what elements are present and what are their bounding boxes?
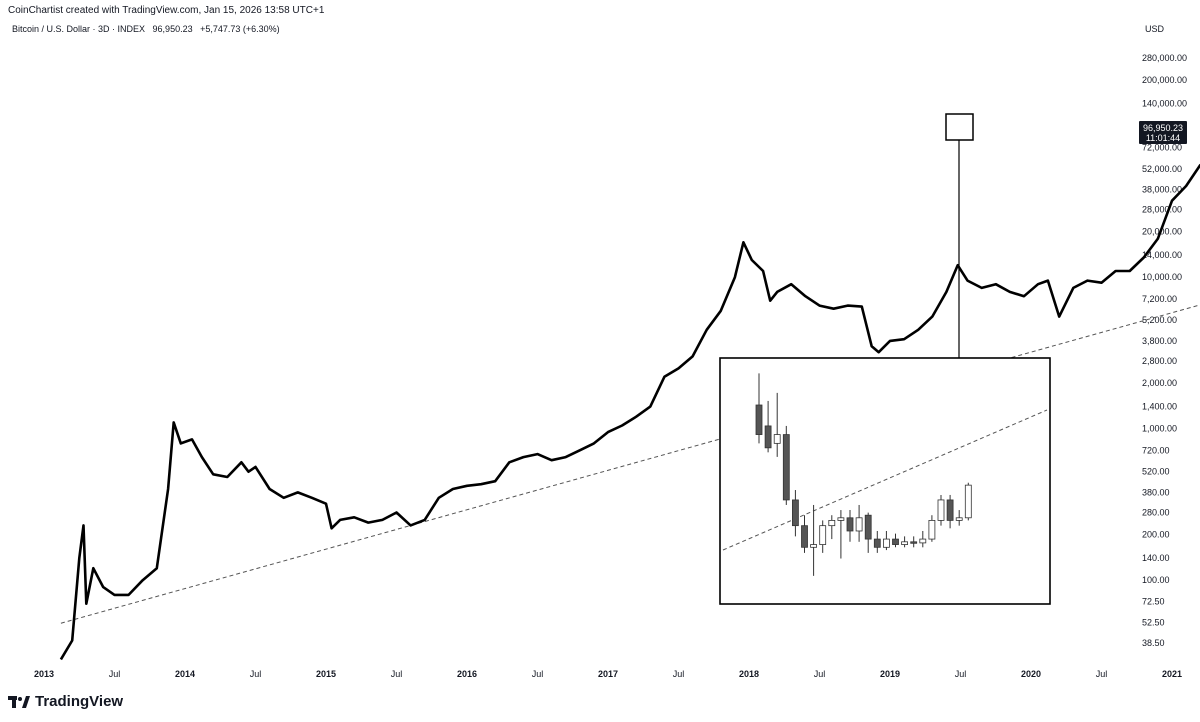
- inset-candle-body: [946, 499, 954, 521]
- chart-attribution: CoinChartist created with TradingView.co…: [8, 5, 325, 16]
- price-tick-label: 10,000.00: [1142, 272, 1182, 282]
- price-tick-label: 5,200.00: [1142, 315, 1177, 325]
- year-tick-label: 2020: [1021, 669, 1041, 679]
- price-tick-label: 2,800.00: [1142, 356, 1177, 366]
- year-tick-label: 2018: [739, 669, 759, 679]
- price-tick-label: 3,800.00: [1142, 336, 1177, 346]
- month-tick-label: Jul: [532, 669, 544, 679]
- last-price-label: 96,950.23: [1143, 123, 1183, 133]
- price-tick-label: 200.00: [1142, 530, 1170, 540]
- month-tick-label: Jul: [673, 669, 685, 679]
- price-tick-label: 38,000.00: [1142, 184, 1182, 194]
- inset-candle-body: [919, 538, 927, 544]
- price-tick-label: 200,000.00: [1142, 75, 1187, 85]
- inset-candle-body: [828, 520, 836, 527]
- price-tick-label: 72.50: [1142, 596, 1165, 606]
- price-tick-label: 140.00: [1142, 553, 1170, 563]
- inset-candle-body: [810, 544, 817, 548]
- price-tick-label: 1,000.00: [1142, 424, 1177, 434]
- year-tick-label: 2015: [316, 669, 336, 679]
- price-tick-label: 52,000.00: [1142, 164, 1182, 174]
- inset-candle-body: [782, 434, 790, 501]
- inset-candle-body: [892, 538, 899, 545]
- inset-trendline: [722, 409, 1048, 551]
- inset-frame: [719, 357, 1051, 605]
- inset-candle-body: [846, 517, 854, 532]
- price-tick-label: 52.50: [1142, 618, 1165, 628]
- year-tick-label: 2017: [598, 669, 618, 679]
- symbol-info: Bitcoin / U.S. Dollar · 3D · INDEX 96,95…: [12, 24, 285, 34]
- price-tick-label: 2,000.00: [1142, 378, 1177, 388]
- month-tick-label: Jul: [814, 669, 826, 679]
- inset-candles: [755, 373, 972, 576]
- inset-candle-body: [819, 525, 827, 545]
- month-tick-label: Jul: [1096, 669, 1108, 679]
- zoom-highlight-box: [945, 113, 974, 141]
- tradingview-logo-icon: [8, 695, 30, 708]
- inset-candle-body: [764, 425, 772, 449]
- inset-candle-body: [901, 541, 908, 545]
- price-tick-label: 280,000.00: [1142, 53, 1187, 63]
- inset-candle-body: [773, 434, 781, 444]
- price-tick-label: 20,000.00: [1142, 227, 1182, 237]
- inset-candle-body: [792, 499, 799, 527]
- price-tick-label: 28,000.00: [1142, 204, 1182, 214]
- currency-label: USD: [1145, 24, 1165, 34]
- last-price-badge-bg: [1139, 121, 1187, 144]
- inset-candle-body: [928, 520, 936, 540]
- price-tick-label: 520.00: [1142, 467, 1170, 477]
- year-tick-label: 2013: [34, 669, 54, 679]
- symbol-name: Bitcoin / U.S. Dollar · 3D · INDEX: [12, 24, 146, 34]
- price-tick-label: 100.00: [1142, 575, 1170, 585]
- year-tick-label: 2019: [880, 669, 900, 679]
- inset-candle-body: [910, 541, 918, 544]
- price-tick-label: 14,000.00: [1142, 250, 1182, 260]
- price-tick-label: 720.00: [1142, 445, 1170, 455]
- inset-candle-body: [864, 514, 872, 540]
- inset-candle-body: [801, 525, 808, 548]
- current-price-value: 96,950.23: [152, 24, 193, 34]
- year-tick-label: 2021: [1162, 669, 1182, 679]
- inset-candle-body: [837, 517, 845, 521]
- inset-candle-body: [955, 517, 963, 521]
- year-tick-label: 2016: [457, 669, 477, 679]
- month-tick-label: Jul: [109, 669, 121, 679]
- inset-candle-body: [937, 499, 945, 521]
- inset-candle-body: [855, 517, 863, 532]
- price-tick-label: 72,000.00: [1142, 142, 1182, 152]
- price-tick-label: 38.50: [1142, 638, 1165, 648]
- year-tick-label: 2014: [175, 669, 195, 679]
- price-change: +5,747.73 (+6.30%): [200, 24, 280, 34]
- price-tick-label: 380.00: [1142, 487, 1170, 497]
- month-tick-label: Jul: [391, 669, 403, 679]
- inset-candle-body: [964, 484, 972, 519]
- price-tick-label: 1,400.00: [1142, 402, 1177, 412]
- price-tick-label: 7,200.00: [1142, 294, 1177, 304]
- last-price-badge: 96,950.23 11:01:44: [1139, 121, 1187, 144]
- inset-panel: [719, 357, 1051, 605]
- price-tick-label: 140,000.00: [1142, 99, 1187, 109]
- time-axis[interactable]: Jul 2013 Jul 2014 Jul 2015 Jul 2016 Jul 2017 Jul 20…: [0, 669, 1200, 679]
- month-tick-label: Jul: [955, 669, 967, 679]
- inset-candle-body: [883, 538, 890, 548]
- price-line: [59, 163, 1200, 661]
- inset-candle-body: [755, 404, 763, 435]
- tradingview-logo-text: TradingView: [35, 693, 124, 710]
- month-tick-label: Jul: [250, 669, 262, 679]
- price-tick-label: 280.00: [1142, 507, 1170, 517]
- inset-candle-body: [873, 538, 881, 548]
- tradingview-logo[interactable]: TradingView: [8, 693, 123, 710]
- countdown-label: 11:01:44: [1146, 133, 1180, 143]
- trendline-main: [60, 304, 1200, 624]
